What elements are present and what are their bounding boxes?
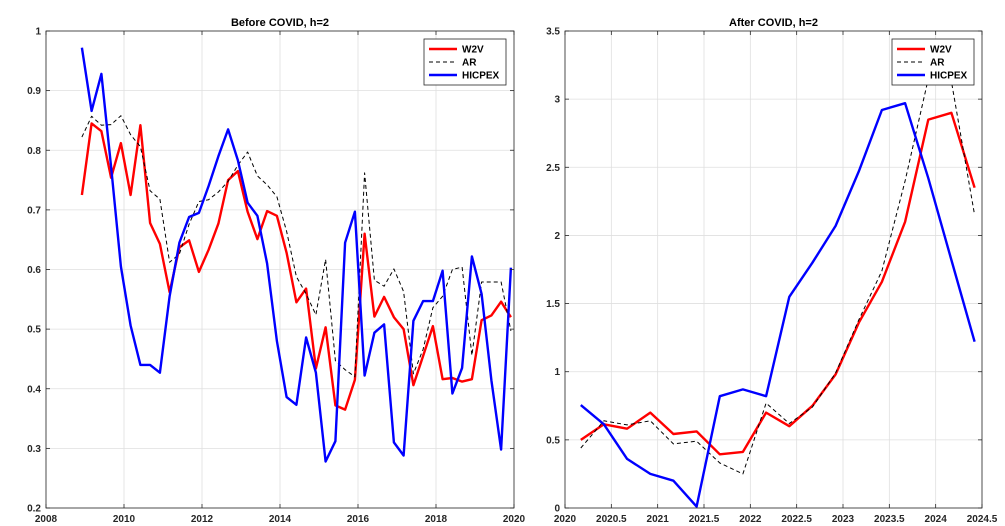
before-covid-legend: W2V AR HICPEX: [423, 38, 507, 86]
after-covid-axes-box: [564, 30, 983, 509]
after-covid-xtick-label-9: 2024.5: [967, 514, 998, 525]
before-covid-ytick-label-2: 0.4: [27, 384, 41, 395]
before-covid-legend-label-ar: AR: [462, 58, 477, 69]
before-covid-ytick-label-3: 0.5: [27, 325, 41, 336]
before-covid-legend-label-hicpex: HICPEX: [462, 71, 500, 82]
after-covid-series-w2v: [580, 111, 976, 456]
after-covid-ytick-label-7: 3.5: [546, 27, 560, 38]
after-covid-legend: W2V AR HICPEX: [891, 38, 975, 86]
before-covid-ytick-label-7: 0.9: [27, 86, 41, 97]
after-covid-ytick-label-3: 1.5: [546, 299, 560, 310]
after-covid-xtick-label-6: 2023: [832, 514, 855, 525]
before-covid-series-w2v: [80, 122, 512, 411]
after-covid-xtick-label-2: 2021: [647, 514, 670, 525]
after-covid-title: After COVID, h=2: [729, 17, 818, 29]
after-covid-xtick-label-7: 2023.5: [874, 514, 905, 525]
before-covid-xtick-label-1: 2010: [113, 514, 136, 525]
after-covid-xtick-label-1: 2020.5: [596, 514, 627, 525]
after-covid-xtick-label-8: 2024: [925, 514, 948, 525]
before-covid-ytick-label-0: 0.2: [27, 504, 41, 515]
before-covid-ytick-label-8: 1: [35, 27, 41, 38]
after-covid-ytick-label-1: 0.5: [546, 435, 560, 446]
before-covid-ytick-label-5: 0.7: [27, 205, 41, 216]
after-covid-legend-label-hicpex: HICPEX: [930, 71, 968, 82]
after-covid-ytick-label-6: 3: [554, 95, 560, 106]
after-covid-legend-label-ar: AR: [930, 58, 945, 69]
before-covid-ytick-label-6: 0.8: [27, 146, 41, 157]
after-covid-ytick-label-2: 1: [554, 367, 560, 378]
before-covid-xtick-label-2: 2012: [191, 514, 214, 525]
after-covid-series-ar: [580, 78, 976, 475]
after-covid-series-hicpex: [580, 101, 976, 508]
after-covid-xtick-label-0: 2020: [554, 514, 577, 525]
before-covid-title: Before COVID, h=2: [231, 17, 329, 29]
before-covid-series-hicpex: [80, 47, 513, 463]
after-covid-ytick-label-0: 0: [554, 504, 560, 515]
before-covid-chart: 2008 2010 2012 2014 2016 2018 2020 0.2 0.3 0.4 0.5…: [27, 17, 525, 525]
before-covid-xtick-label-0: 2008: [35, 514, 58, 525]
after-covid-legend-label-w2v: W2V: [930, 45, 952, 56]
before-covid-legend-label-w2v: W2V: [462, 45, 484, 56]
before-covid-ytick-label-1: 0.3: [27, 444, 41, 455]
after-covid-ytick-label-5: 2.5: [546, 163, 560, 174]
after-covid-series-group: [580, 78, 976, 508]
before-covid-ytick-label-4: 0.6: [27, 265, 41, 276]
before-covid-xtick-label-4: 2016: [347, 514, 370, 525]
after-covid-plot-area: [565, 31, 982, 508]
after-covid-chart: 2020 2020.5 2021 2021.5 2022 2022.5 2023 2023.5…: [546, 17, 998, 525]
before-covid-series-group: [80, 47, 513, 463]
after-covid-xtick-label-5: 2022.5: [781, 514, 812, 525]
before-covid-xtick-label-5: 2018: [425, 514, 448, 525]
after-covid-ytick-label-4: 2: [554, 231, 560, 242]
before-covid-xtick-label-3: 2014: [269, 514, 292, 525]
after-covid-xtick-label-4: 2022: [739, 514, 762, 525]
before-covid-xtick-label-6: 2020: [503, 514, 526, 525]
after-covid-xtick-label-3: 2021.5: [689, 514, 720, 525]
